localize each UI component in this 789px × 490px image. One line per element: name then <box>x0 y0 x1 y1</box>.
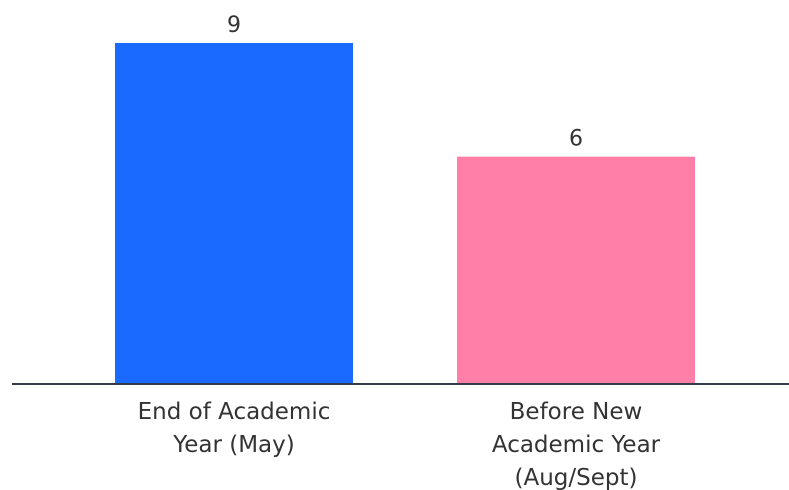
bar-2 <box>457 156 695 384</box>
x-tick-label-line: Academic Year <box>492 432 661 458</box>
value-labels-group: 96 <box>227 13 583 152</box>
x-tick-label-line: Before New <box>510 399 643 425</box>
bar-1 <box>115 43 353 384</box>
x-tick-label-1: End of Academic Year (May) <box>138 399 331 458</box>
x-tick-labels-group: End of Academic Year (May) Before New Acade… <box>138 399 661 490</box>
x-tick-label-line: Year (May) <box>172 432 295 458</box>
value-label-2: 6 <box>569 127 583 152</box>
x-tick-label-line: End of Academic <box>138 399 331 425</box>
bars-group <box>115 43 695 384</box>
x-tick-label-line: (Aug/Sept) <box>515 465 638 490</box>
x-tick-label-2: Before New Academic Year (Aug/Sept) <box>492 399 661 490</box>
value-label-1: 9 <box>227 13 241 38</box>
